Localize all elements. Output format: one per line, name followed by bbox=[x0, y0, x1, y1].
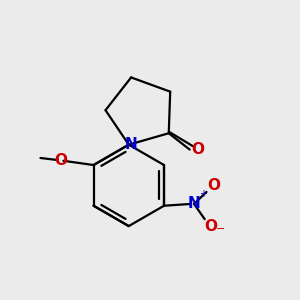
Text: N: N bbox=[124, 137, 137, 152]
Text: O: O bbox=[205, 220, 218, 235]
Text: O: O bbox=[207, 178, 220, 193]
Text: N: N bbox=[188, 196, 200, 211]
Text: −: − bbox=[216, 224, 226, 234]
Text: +: + bbox=[199, 189, 207, 199]
Text: O: O bbox=[54, 153, 67, 168]
Text: O: O bbox=[191, 142, 204, 157]
